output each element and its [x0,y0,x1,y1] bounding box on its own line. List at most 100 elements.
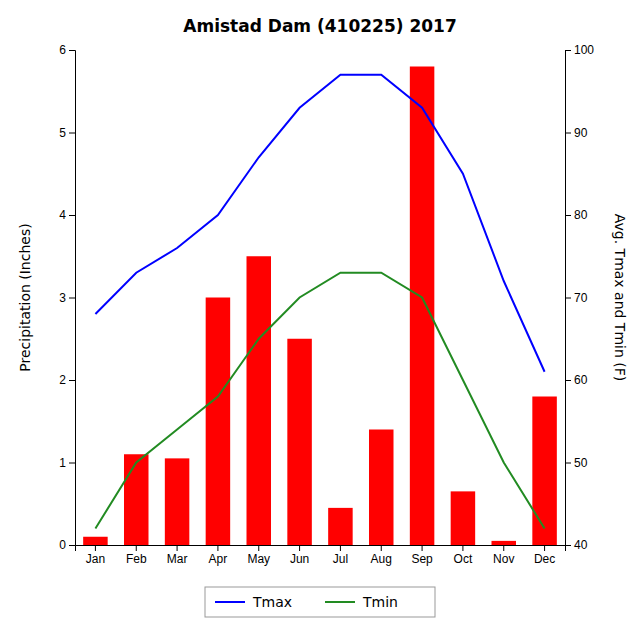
plot: Jan Feb Mar Apr May Jun Jul Aug Sep Oct Nov Dec 0 1 2 3… [59,43,594,565]
tick-mark [565,545,571,546]
tick-label: 6 [59,43,66,57]
tick: 80 [565,208,588,222]
x-axis: Jan Feb Mar Apr May Jun Jul Aug Sep Oct Nov Dec [76,545,566,566]
tick-mark [462,545,463,551]
tick: 0 [59,538,75,552]
y-axis-title: Precipitation (Inches) [17,223,33,371]
tick-mark [69,298,75,299]
tick-mark [69,380,75,381]
legend-item: Tmax [215,594,292,610]
tick-label: Sep [411,552,433,566]
tick: 70 [565,291,588,305]
tick-label: 3 [59,291,66,305]
tick-label: Aug [371,552,392,566]
bar [369,430,394,546]
bar [206,298,231,546]
axis-line [566,51,572,546]
tick: 60 [565,373,588,387]
tick-label: 1 [59,456,66,470]
chart: Jan Feb Mar Apr May Jun Jul Aug Sep Oct Nov Dec 0 1 2 3… [0,0,640,640]
tick: 4 [59,208,75,222]
tick-mark [69,545,75,546]
tick-label: Oct [454,552,473,566]
y2-axis: 40 50 60 70 80 90 100 [565,43,594,552]
tick: Oct [454,545,473,566]
tick: 50 [565,456,588,470]
line [95,75,544,372]
tick-mark [340,545,341,551]
marks [83,67,557,546]
tick: Feb [126,545,147,566]
tick-mark [565,133,571,134]
tick-mark [422,545,423,551]
tick-label: 0 [59,538,66,552]
tick-mark [565,50,571,51]
legend-label: Tmax [252,594,292,610]
tick: Mar [167,545,188,566]
tick-mark [177,545,178,551]
tick-mark [565,215,571,216]
bar [124,454,149,545]
tick-label: Jul [333,552,348,566]
y2-axis-title: Avg. Tmax and Tmin (F) [612,214,628,382]
tick-mark [381,545,382,551]
tick-label: Jun [290,552,309,566]
tick-label: 5 [59,126,66,140]
tick: 90 [565,126,588,140]
tick: 100 [565,43,594,57]
tick-label: Dec [534,552,555,566]
tick-label: Feb [126,552,147,566]
tick-label: 2 [59,373,66,387]
tick-label: 60 [574,373,588,387]
tick-label: 80 [574,208,588,222]
tick-mark [565,380,571,381]
y-axis: 0 1 2 3 4 5 6 [59,43,75,552]
bar-series [83,67,557,546]
tick-mark [299,545,300,551]
tick-mark [69,50,75,51]
tick-label: 40 [574,538,588,552]
tick: Nov [493,545,514,566]
bar [83,537,108,545]
tick-mark [544,545,545,551]
tick-mark [69,463,75,464]
tick-label: Apr [209,552,228,566]
tick: 1 [59,456,75,470]
tick-label: May [247,552,270,566]
bar [451,491,476,545]
tick-label: 50 [574,456,588,470]
title: Amistad Dam (410225) 2017 [183,16,456,36]
tick: Aug [371,545,392,566]
tick: 2 [59,373,75,387]
tick: May [247,545,270,566]
legend-label: Tmin [362,594,398,610]
tick: Sep [411,545,433,566]
tick: 40 [565,538,588,552]
legend-swatch [215,601,245,603]
bar [532,397,557,546]
tick-mark [217,545,218,551]
tick-mark [95,545,96,551]
legend: Tmax Tmin [205,587,435,617]
bar [492,541,517,545]
legend-swatch [325,601,355,603]
tick: Dec [534,545,555,566]
tick: 3 [59,291,75,305]
tick-label: Jan [86,552,105,566]
tick: Jun [290,545,309,566]
bar [247,256,272,545]
tick: Jan [86,545,105,566]
tick-label: 90 [574,126,588,140]
line [95,273,544,529]
tick-mark [565,298,571,299]
tick-mark [258,545,259,551]
bar [410,67,435,546]
bar [328,508,353,545]
tick-label: Mar [167,552,188,566]
bar [287,339,312,545]
tick-mark [69,133,75,134]
tick-mark [69,215,75,216]
tick-label: 100 [574,43,594,57]
legend-frame [205,587,435,617]
axis-line [69,51,76,546]
